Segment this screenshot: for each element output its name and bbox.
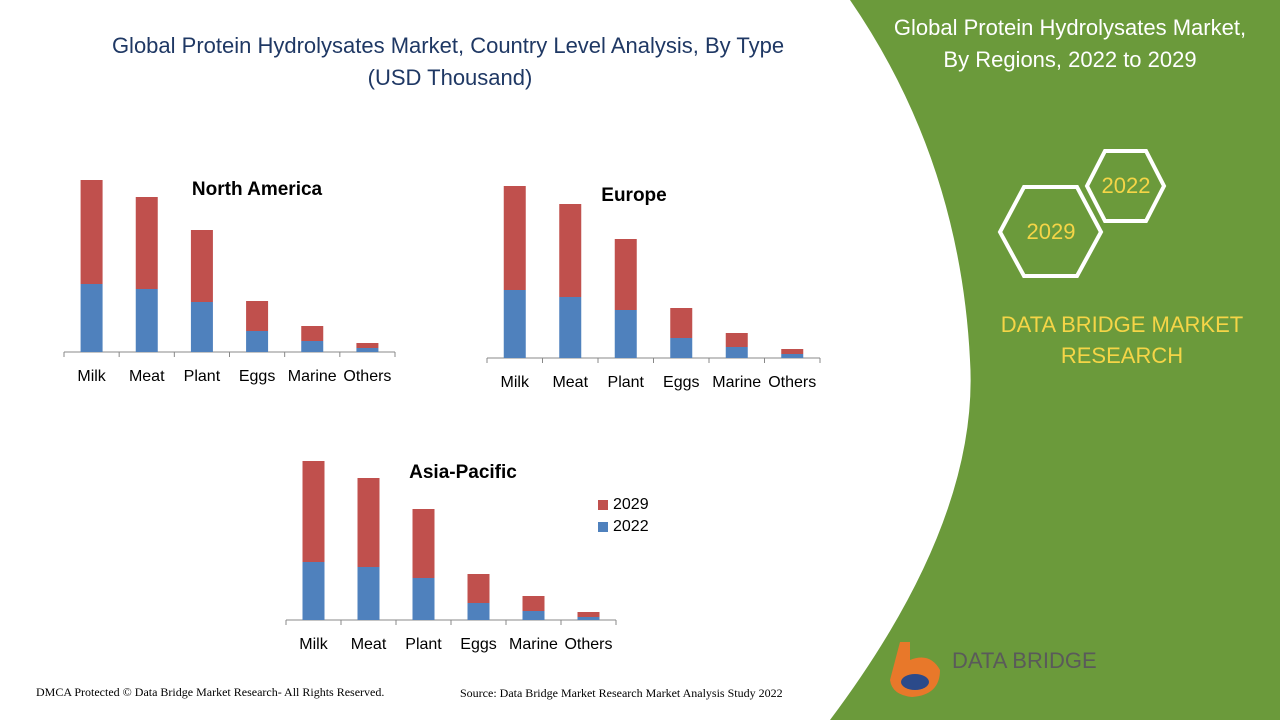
bar-segment [357, 567, 380, 620]
bar-segment [80, 180, 103, 284]
x-tick-label: Marine [509, 636, 558, 653]
x-tick-label: Marine [712, 374, 761, 391]
bar-segment [614, 239, 637, 310]
chart-title: North America [192, 179, 323, 200]
x-tick-label: Plant [608, 374, 645, 391]
x-tick-label: Marine [288, 368, 337, 385]
bar-segment [781, 354, 804, 358]
panel-title: By Regions, 2022 to 2029 [943, 47, 1196, 72]
bar-segment [670, 338, 693, 358]
chart-title: Europe [601, 185, 666, 206]
bar-segment [302, 461, 325, 562]
bar-segment [302, 562, 325, 620]
bar-segment [577, 612, 600, 617]
bar-segment [725, 347, 748, 358]
x-tick-label: Meat [129, 368, 165, 385]
bar-segment [80, 284, 103, 352]
x-tick-label: Eggs [460, 636, 496, 653]
bar-segment [614, 310, 637, 358]
logo-mark [901, 674, 929, 690]
x-tick-label: Others [343, 368, 391, 385]
chart-title: Asia-Pacific [409, 462, 517, 483]
side-panel [830, 0, 1280, 720]
bar-segment [135, 197, 158, 289]
legend-swatch [598, 522, 608, 532]
bar-segment [356, 348, 379, 352]
bar-segment [412, 578, 435, 620]
bar-segment [503, 186, 526, 290]
bar-segment [135, 289, 158, 352]
bar-segment [503, 290, 526, 358]
logo-text: DATA BRIDGE [952, 648, 1097, 673]
x-tick-label: Eggs [239, 368, 275, 385]
bar-segment [577, 617, 600, 620]
bar-segment [356, 343, 379, 348]
panel-title: Global Protein Hydrolysates Market, [894, 15, 1246, 40]
title: (USD Thousand) [368, 65, 533, 90]
bar-segment [559, 297, 582, 358]
bar-segment [467, 574, 490, 603]
bar-segment [190, 302, 213, 352]
hex-year: 2022 [1102, 173, 1151, 198]
x-tick-label: Plant [405, 636, 442, 653]
bar-segment [246, 301, 269, 331]
x-tick-label: Milk [77, 368, 106, 385]
bar-segment [301, 341, 324, 352]
x-tick-label: Others [564, 636, 612, 653]
bar-segment [725, 333, 748, 347]
x-tick-label: Meat [552, 374, 588, 391]
bar-segment [357, 478, 380, 567]
hex-year: 2029 [1027, 219, 1076, 244]
legend-label: 2022 [613, 518, 649, 535]
brand-text: RESEARCH [1061, 343, 1183, 368]
legend-swatch [598, 500, 608, 510]
bar-segment [670, 308, 693, 338]
title: Global Protein Hydrolysates Market, Coun… [112, 33, 784, 58]
bar-segment [301, 326, 324, 341]
bar-segment [246, 331, 269, 352]
bar-segment [467, 603, 490, 620]
footer-text: DMCA Protected © Data Bridge Market Rese… [36, 685, 384, 699]
hexagon [997, 185, 1104, 278]
brand-text: DATA BRIDGE MARKET [1001, 312, 1243, 337]
x-tick-label: Meat [351, 636, 387, 653]
bar-segment [190, 230, 213, 302]
footer-text: Source: Data Bridge Market Research Mark… [460, 686, 783, 700]
x-tick-label: Plant [184, 368, 221, 385]
bar-segment [412, 509, 435, 578]
bar-segment [522, 596, 545, 611]
x-tick-label: Eggs [663, 374, 699, 391]
x-tick-label: Others [768, 374, 816, 391]
x-tick-label: Milk [501, 374, 530, 391]
x-tick-label: Milk [299, 636, 328, 653]
hexagon [1084, 149, 1167, 223]
bar-segment [522, 611, 545, 620]
bar-segment [559, 204, 582, 297]
legend-label: 2029 [613, 496, 649, 513]
bar-segment [781, 349, 804, 354]
